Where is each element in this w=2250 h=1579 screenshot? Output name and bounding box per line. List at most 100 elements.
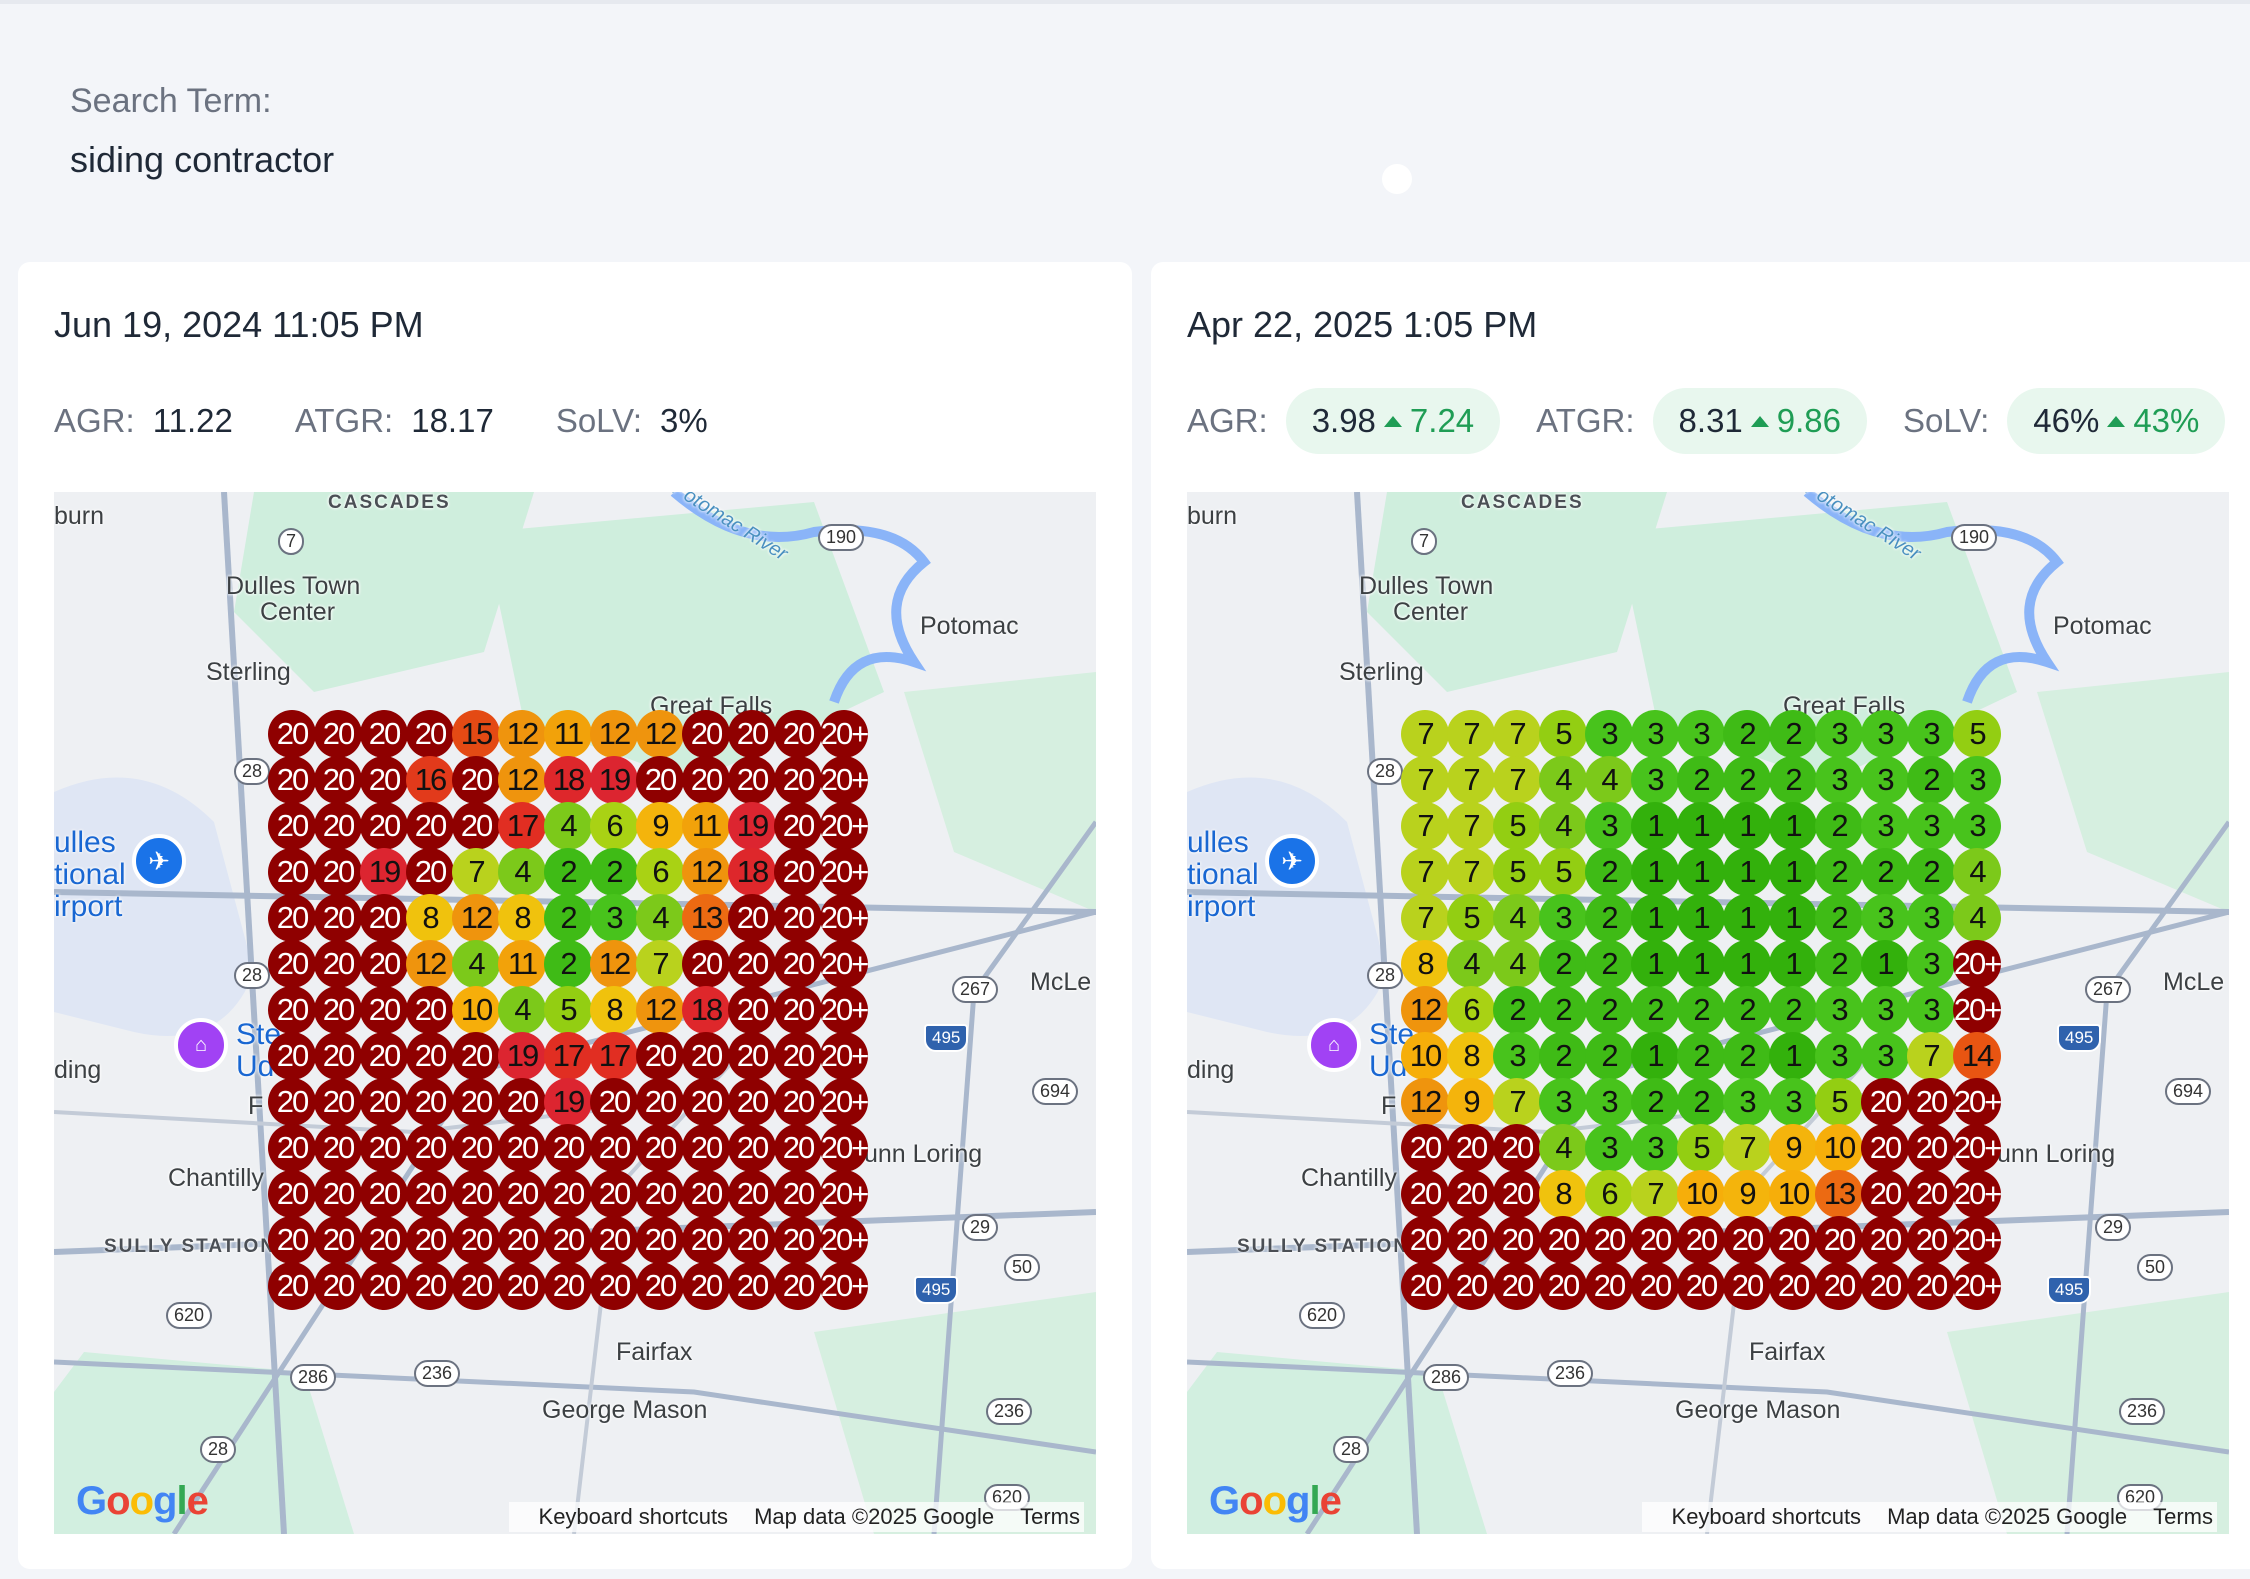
rank-cell[interactable]: 20	[1493, 1262, 1541, 1310]
rank-cell[interactable]: 17	[544, 1032, 592, 1080]
rank-cell[interactable]: 20	[268, 802, 316, 850]
rank-cell[interactable]: 8	[406, 894, 454, 942]
rank-cell[interactable]: 1	[1769, 894, 1817, 942]
rank-cell[interactable]: 2	[1677, 986, 1725, 1034]
rank-cell[interactable]: 12	[498, 710, 546, 758]
rank-cell[interactable]: 20	[1401, 1170, 1449, 1218]
rank-cell[interactable]: 1	[1631, 802, 1679, 850]
rank-cell[interactable]: 7	[1493, 710, 1541, 758]
rank-cell[interactable]: 20	[406, 1216, 454, 1264]
rank-cell[interactable]: 1	[1677, 802, 1725, 850]
rank-cell[interactable]: 3	[1953, 756, 2001, 804]
rank-cell[interactable]: 12	[498, 756, 546, 804]
rank-cell[interactable]: 20	[360, 894, 408, 942]
rank-cell[interactable]: 20	[728, 1216, 776, 1264]
airport-icon[interactable]: ✈	[132, 834, 186, 888]
rank-cell[interactable]: 12	[636, 710, 684, 758]
rank-cell[interactable]: 3	[1815, 986, 1863, 1034]
rank-cell[interactable]: 19	[544, 1078, 592, 1126]
rank-cell[interactable]: 1	[1631, 940, 1679, 988]
rank-cell[interactable]: 10	[1769, 1170, 1817, 1218]
rank-cell[interactable]: 12	[590, 710, 638, 758]
rank-cell[interactable]: 3	[1861, 986, 1909, 1034]
rank-cell[interactable]: 3	[1539, 1078, 1587, 1126]
rank-cell[interactable]: 20	[774, 1124, 822, 1172]
rank-cell[interactable]: 2	[1585, 940, 1633, 988]
rank-cell[interactable]: 20	[1401, 1216, 1449, 1264]
rank-cell[interactable]: 4	[1493, 940, 1541, 988]
rank-cell[interactable]: 20	[1815, 1216, 1863, 1264]
rank-cell[interactable]: 2	[1585, 986, 1633, 1034]
rank-cell[interactable]: 3	[1723, 1078, 1771, 1126]
terms-link[interactable]: Terms	[2153, 1504, 2213, 1529]
rank-cell[interactable]: 20+	[820, 802, 869, 850]
rank-cell[interactable]: 20	[774, 710, 822, 758]
rank-cell[interactable]: 2	[1769, 710, 1817, 758]
rank-cell[interactable]: 20	[1677, 1216, 1725, 1264]
rank-cell[interactable]: 3	[1585, 1078, 1633, 1126]
rank-cell[interactable]: 20	[268, 1124, 316, 1172]
rank-cell[interactable]: 3	[1907, 802, 1955, 850]
rank-cell[interactable]: 2	[1815, 940, 1863, 988]
rank-cell[interactable]: 12	[1401, 1078, 1449, 1126]
rank-cell[interactable]: 20	[268, 894, 316, 942]
rank-cell[interactable]: 20	[360, 1170, 408, 1218]
rank-cell[interactable]: 20	[406, 1262, 454, 1310]
rank-cell[interactable]: 20	[774, 756, 822, 804]
rank-cell[interactable]: 5	[1493, 848, 1541, 896]
rank-cell[interactable]: 20	[406, 1032, 454, 1080]
rank-cell[interactable]: 20	[498, 1216, 546, 1264]
rank-cell[interactable]: 18	[682, 986, 730, 1034]
rank-cell[interactable]: 5	[544, 986, 592, 1034]
rank-cell[interactable]: 20	[1631, 1216, 1679, 1264]
rank-cell[interactable]: 20	[774, 802, 822, 850]
rank-cell[interactable]: 20	[360, 1032, 408, 1080]
rank-cell[interactable]: 20+	[820, 1262, 869, 1310]
rank-cell[interactable]: 20	[314, 940, 362, 988]
rank-cell[interactable]: 2	[1723, 1032, 1771, 1080]
rank-cell[interactable]: 20	[728, 1262, 776, 1310]
carousel-dot[interactable]	[1382, 164, 1412, 194]
rank-cell[interactable]: 20	[682, 940, 730, 988]
rank-cell[interactable]: 4	[1539, 1124, 1587, 1172]
rank-cell[interactable]: 20	[774, 1078, 822, 1126]
rank-cell[interactable]: 1	[1723, 802, 1771, 850]
rank-cell[interactable]: 12	[682, 848, 730, 896]
rank-cell[interactable]: 7	[1907, 1032, 1955, 1080]
rank-cell[interactable]: 1	[1769, 802, 1817, 850]
rank-cell[interactable]: 12	[1401, 986, 1449, 1034]
rank-cell[interactable]: 3	[1585, 1124, 1633, 1172]
rank-cell[interactable]: 9	[1769, 1124, 1817, 1172]
rank-cell[interactable]: 20	[1907, 1124, 1955, 1172]
rank-cell[interactable]: 20+	[1953, 986, 2002, 1034]
rank-cell[interactable]: 2	[1585, 1032, 1633, 1080]
rank-cell[interactable]: 5	[1447, 894, 1495, 942]
rank-cell[interactable]: 20	[452, 1032, 500, 1080]
rank-cell[interactable]: 20	[1723, 1216, 1771, 1264]
rank-cell[interactable]: 2	[1677, 1078, 1725, 1126]
rank-cell[interactable]: 9	[636, 802, 684, 850]
rank-cell[interactable]: 7	[1401, 802, 1449, 850]
rank-cell[interactable]: 7	[1401, 756, 1449, 804]
rank-cell[interactable]: 1	[1723, 848, 1771, 896]
rank-cell[interactable]: 4	[498, 848, 546, 896]
rank-cell[interactable]: 1	[1677, 940, 1725, 988]
rank-cell[interactable]: 20	[268, 1078, 316, 1126]
rank-cell[interactable]: 2	[1539, 986, 1587, 1034]
airport-icon[interactable]: ✈	[1265, 834, 1319, 888]
rank-cell[interactable]: 10	[1815, 1124, 1863, 1172]
rank-cell[interactable]: 20	[314, 756, 362, 804]
rank-cell[interactable]: 20	[498, 1262, 546, 1310]
rank-cell[interactable]: 20	[452, 1262, 500, 1310]
rank-cell[interactable]: 20	[452, 802, 500, 850]
rank-cell[interactable]: 3	[1631, 756, 1679, 804]
rank-cell[interactable]: 20	[406, 802, 454, 850]
rank-cell[interactable]: 3	[1861, 756, 1909, 804]
rank-cell[interactable]: 20	[1493, 1124, 1541, 1172]
rank-cell[interactable]: 7	[1401, 894, 1449, 942]
rank-cell[interactable]: 3	[1907, 940, 1955, 988]
rank-cell[interactable]: 20	[728, 894, 776, 942]
rank-cell[interactable]: 4	[498, 986, 546, 1034]
rank-cell[interactable]: 20	[314, 848, 362, 896]
rank-cell[interactable]: 7	[1447, 756, 1495, 804]
